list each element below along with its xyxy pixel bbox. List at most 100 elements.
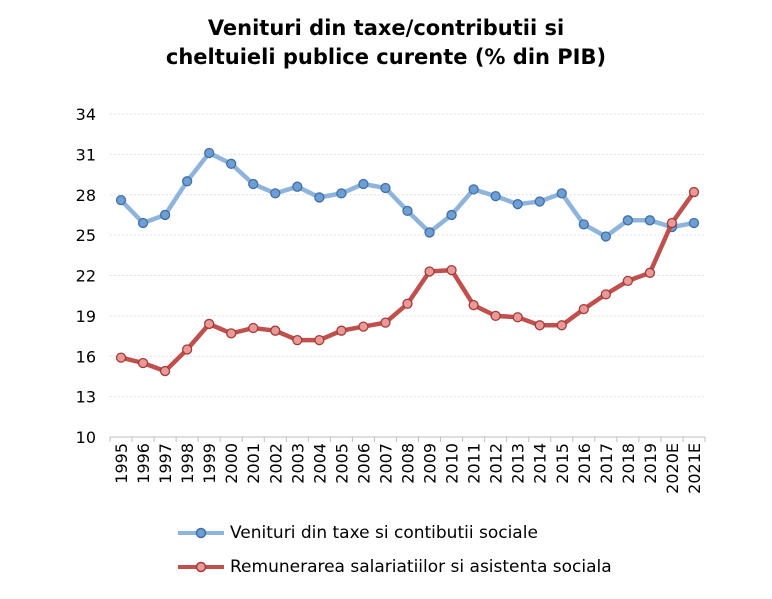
- data-point-venituri: [204, 147, 215, 159]
- data-point-venituri: [688, 217, 700, 229]
- data-point-venituri: [181, 176, 193, 187]
- y-tick-label: 22: [76, 267, 96, 286]
- data-point-remunerarea: [137, 357, 149, 369]
- data-point-venituri: [336, 188, 347, 199]
- data-point-remunerarea: [248, 322, 259, 334]
- data-point-remunerarea: [446, 264, 457, 276]
- data-point-remunerarea: [600, 289, 611, 300]
- x-tick-label: 2018: [619, 443, 638, 484]
- data-point-remunerarea: [159, 365, 171, 377]
- x-tick-label: 2002: [266, 443, 285, 484]
- chart-title-line-1: Venituri din taxe/contributii si: [207, 16, 565, 40]
- data-point-remunerarea: [468, 299, 479, 311]
- data-point-remunerarea: [622, 275, 634, 287]
- x-tick-label: 2019: [641, 443, 660, 484]
- x-tick-label: 2000: [222, 443, 241, 484]
- data-point-venituri: [644, 215, 656, 226]
- chart-title: Venituri din taxe/contributii si cheltui…: [0, 14, 772, 72]
- x-tick-label: 1997: [156, 443, 175, 484]
- data-point-remunerarea: [644, 267, 656, 278]
- data-point-remunerarea: [204, 318, 215, 330]
- series-line-remunerarea: [118, 189, 697, 374]
- legend-swatch-remunerarea: [178, 561, 224, 573]
- x-tick-label: 2004: [310, 443, 329, 484]
- y-tick-label: 19: [76, 307, 96, 326]
- x-tick-label: 2015: [553, 443, 572, 484]
- data-point-venituri: [159, 209, 171, 221]
- data-point-venituri: [137, 217, 149, 229]
- data-point-remunerarea: [380, 317, 391, 328]
- y-tick-label: 28: [76, 186, 96, 205]
- data-point-venituri: [424, 227, 435, 238]
- legend-label-remunerarea: Remunerarea salariatiilor si asistenta s…: [230, 557, 612, 577]
- y-tick-label: 25: [76, 226, 96, 245]
- x-tick-label: 2014: [531, 443, 550, 484]
- data-point-venituri: [578, 219, 589, 230]
- data-point-venituri: [490, 190, 501, 202]
- legend-label-venituri: Venituri din taxe si contibutii sociale: [230, 523, 538, 543]
- y-tick-label: 13: [76, 388, 96, 407]
- data-point-remunerarea: [578, 303, 589, 315]
- x-tick-label: 1998: [178, 443, 197, 484]
- data-point-remunerarea: [226, 328, 237, 339]
- data-point-venituri: [358, 178, 369, 190]
- y-tick-label: 10: [76, 428, 96, 447]
- data-point-remunerarea: [512, 312, 523, 323]
- data-point-remunerarea: [314, 334, 325, 346]
- data-point-venituri: [292, 181, 303, 192]
- x-tick-label: 2013: [509, 443, 528, 484]
- data-point-venituri: [468, 184, 479, 195]
- data-point-venituri: [226, 158, 237, 169]
- data-point-remunerarea: [534, 320, 545, 331]
- chart-title-line-2: cheltuieli publice curente (% din PIB): [165, 45, 607, 69]
- data-point-venituri: [534, 196, 545, 207]
- legend-item-venituri: Venituri din taxe si contibutii sociale: [178, 516, 612, 550]
- data-point-venituri: [115, 194, 127, 206]
- data-point-venituri: [402, 205, 413, 217]
- data-point-remunerarea: [402, 298, 413, 309]
- chart-legend: Venituri din taxe si contibutii sociale …: [178, 516, 612, 584]
- data-point-venituri: [512, 199, 523, 210]
- data-point-venituri: [556, 188, 567, 199]
- data-point-remunerarea: [666, 217, 678, 229]
- data-point-venituri: [270, 188, 281, 199]
- x-tick-label: 2011: [465, 443, 484, 484]
- data-point-remunerarea: [490, 310, 501, 322]
- x-tick-label: 1999: [200, 443, 219, 484]
- x-tick-label: 2010: [443, 443, 462, 484]
- x-tick-label: 2006: [354, 443, 373, 484]
- data-point-remunerarea: [292, 334, 303, 346]
- x-tick-label: 2012: [487, 443, 506, 484]
- data-point-remunerarea: [424, 266, 435, 277]
- data-point-remunerarea: [336, 325, 347, 336]
- data-point-remunerarea: [181, 344, 193, 355]
- x-tick-label: 1995: [112, 443, 131, 484]
- data-point-venituri: [446, 209, 457, 221]
- x-tick-label: 2021E: [685, 443, 704, 494]
- legend-swatch-venituri: [178, 527, 224, 539]
- data-point-remunerarea: [115, 352, 127, 363]
- x-tick-label: 2017: [597, 443, 616, 484]
- y-tick-label: 31: [76, 145, 96, 164]
- data-point-remunerarea: [358, 321, 369, 332]
- x-tick-label: 2009: [421, 443, 440, 484]
- data-point-remunerarea: [270, 325, 281, 336]
- x-tick-label: 2007: [376, 443, 395, 484]
- data-point-venituri: [314, 192, 325, 203]
- data-point-venituri: [380, 182, 391, 194]
- y-tick-label: 16: [76, 347, 96, 366]
- legend-item-remunerarea: Remunerarea salariatiilor si asistenta s…: [178, 550, 612, 584]
- x-tick-label: 2008: [399, 443, 418, 484]
- x-tick-label: 1996: [134, 443, 153, 484]
- x-tick-label: 2005: [332, 443, 351, 484]
- x-tick-label: 2003: [288, 443, 307, 484]
- y-tick-label: 34: [76, 105, 96, 124]
- data-point-venituri: [248, 178, 259, 190]
- data-point-venituri: [600, 231, 611, 242]
- data-point-remunerarea: [688, 186, 700, 198]
- x-tick-label: 2020E: [663, 443, 682, 494]
- data-point-venituri: [622, 215, 634, 226]
- x-tick-label: 2016: [575, 443, 594, 484]
- data-point-remunerarea: [556, 320, 567, 331]
